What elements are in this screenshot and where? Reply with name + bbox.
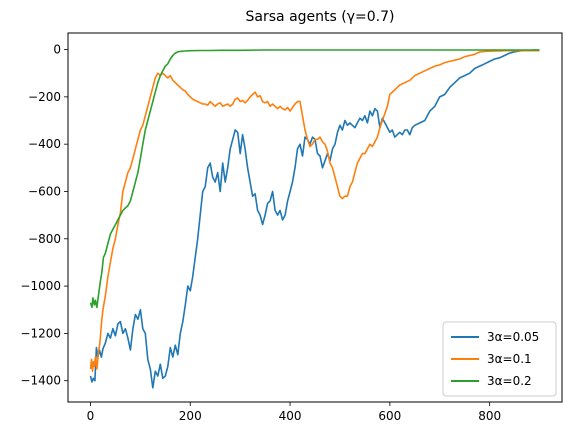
series-line-0 [89,49,540,389]
chart-title: Sarsa agents (γ=0.7) [246,9,395,25]
y-tick-label: 0 [53,43,61,57]
legend-label-2: 3α=0.2 [487,374,532,388]
legend-box [442,321,557,397]
x-tick-label: 800 [478,409,501,423]
y-tick-label: −1000 [20,279,61,293]
x-axis: 0 200 400 600 800 [87,402,501,423]
y-tick-label: −400 [28,137,61,151]
x-tick-label: 400 [279,409,302,423]
series-layer [89,49,540,389]
y-tick-label: −200 [28,90,61,104]
y-tick-label: −1400 [20,374,61,388]
legend: 3α=0.05 3α=0.1 3α=0.2 [442,321,557,397]
axes-frame [67,32,563,403]
x-tick-label: 0 [87,409,95,423]
legend-label-1: 3α=0.1 [487,352,532,366]
x-tick-label: 600 [378,409,401,423]
legend-label-0: 3α=0.05 [487,330,539,344]
x-tick-label: 200 [179,409,202,423]
series-line-1 [89,49,540,373]
series-line-2 [89,49,540,309]
y-axis: 0 −200 −400 −600 −800 −1000 −1200 −1400 [20,43,68,388]
y-tick-label: −1200 [20,326,61,340]
y-tick-label: −800 [28,232,61,246]
y-tick-label: −600 [28,184,61,198]
